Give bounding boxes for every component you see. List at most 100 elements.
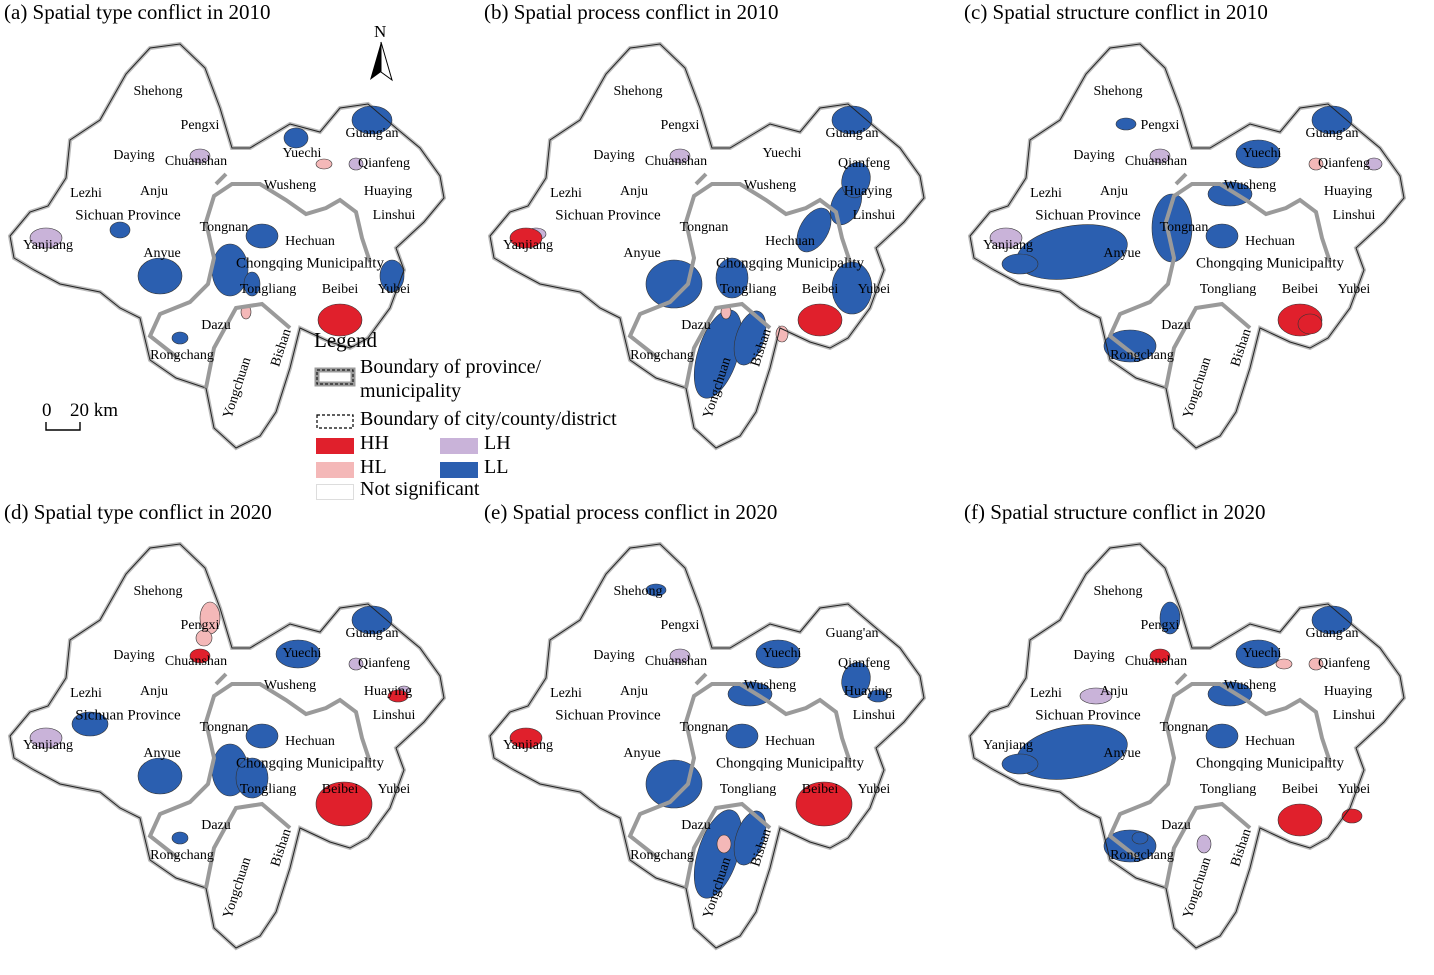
place-label-rongchang: Rongchang [150, 348, 214, 363]
place-label-wusheng: Wusheng [263, 178, 317, 193]
cluster-ll-yuechi [755, 639, 801, 669]
legend-title: Legend [314, 328, 377, 352]
place-label-anyue: Anyue [143, 246, 181, 261]
place-label-linshui: Linshui [1332, 708, 1376, 723]
study-area-edge [9, 543, 445, 949]
place-label-shehong: Shehong [613, 84, 663, 99]
legend-hh: HH [360, 432, 389, 454]
place-label-tongnan: Tongnan [679, 720, 729, 735]
study-area-edge [489, 43, 925, 449]
cluster-ll-anyue_s [645, 259, 703, 309]
cluster-ll-yanjiang_s [1001, 753, 1039, 775]
place-label-linshui: Linshui [852, 708, 896, 723]
cluster-lh-qianfeng_e [1365, 157, 1383, 171]
cluster-hh-yanjiang [509, 227, 543, 249]
north-arrow: N [366, 22, 396, 82]
place-label-guangan: Guang'an [825, 126, 879, 141]
place-label-lezhi: Lezhi [1030, 686, 1062, 701]
place-label-pengxi: Pengxi [180, 618, 220, 633]
map-panel-f: (f) Spatial structure conflict in 2020 Sh… [960, 500, 1434, 975]
place-label-dazu: Dazu [1161, 318, 1191, 333]
cluster-lh-chuanshan [669, 648, 691, 664]
place-label-linshui: Linshui [852, 208, 896, 223]
cluster-ll-anyue [137, 257, 183, 295]
cluster-ll-anyue [137, 757, 183, 795]
place-label-yanjiang: Yanjiang [503, 738, 553, 753]
place-label-rongchang: Rongchang [1110, 348, 1174, 363]
place-label-wusheng: Wusheng [1223, 178, 1277, 193]
place-label-anyue: Anyue [623, 246, 661, 261]
legend-not-significant: Not significant [360, 478, 480, 500]
hh-swatch [316, 438, 354, 454]
cluster-ll-pengxi_w [1115, 117, 1137, 131]
place-label-dazu: Dazu [1161, 818, 1191, 833]
lh-swatch [440, 438, 478, 454]
cluster-hl-qianfeng [1308, 657, 1324, 671]
place-label-guangan: Guang'an [1305, 126, 1359, 141]
place-label-sichuan: Sichuan Province [555, 207, 661, 224]
cluster-ll-guangan [1311, 105, 1353, 135]
place-label-anyue: Anyue [143, 746, 181, 761]
place-label-linshui: Linshui [1332, 208, 1376, 223]
legend-ll: LL [484, 456, 509, 478]
place-label-chuanshan: Chuanshan [644, 154, 708, 169]
place-label-huaying: Huaying [843, 684, 893, 699]
place-label-hechuan: Hechuan [1245, 734, 1295, 749]
cluster-hh-chuanshan [189, 648, 211, 664]
cluster-hh-beibei_big [795, 781, 853, 827]
cluster-hh-chuanshan [1149, 648, 1171, 664]
place-label-pengxi: Pengxi [660, 118, 700, 133]
place-label-chuanshan: Chuanshan [164, 154, 228, 169]
cluster-hh-beibei_s [1297, 313, 1323, 335]
map-panel-e: (e) Spatial process conflict in 2020 Sheh… [480, 500, 958, 975]
cluster-hl-yuechi_e [315, 158, 333, 170]
cluster-ll-dazu [1131, 831, 1149, 845]
place-label-yubei: Yubei [1337, 782, 1371, 797]
map-panel-d: (d) Spatial type conflict in 2020 Shehong… [0, 500, 478, 975]
cluster-ll-hechuan [1205, 223, 1239, 249]
place-label-yuechi: Yuechi [1242, 646, 1282, 661]
cluster-ll-wusheng [1207, 181, 1253, 207]
place-label-chongqing: Chongqing Municipality [1196, 755, 1344, 772]
place-label-sichuan: Sichuan Province [1035, 707, 1141, 724]
cluster-hh-beibei_big [315, 781, 373, 827]
place-label-chongqing: Chongqing Municipality [1196, 255, 1344, 272]
map-svg-e [487, 541, 927, 951]
place-label-chuanshan: Chuanshan [644, 654, 708, 669]
place-label-lezhi: Lezhi [1030, 186, 1062, 201]
place-label-shehong: Shehong [133, 584, 183, 599]
place-label-wusheng: Wusheng [743, 178, 797, 193]
place-label-anju: Anju [1100, 684, 1128, 699]
province-boundary [147, 672, 372, 889]
place-label-chongqing: Chongqing Municipality [716, 755, 864, 772]
cluster-lh-qianfeng [348, 157, 364, 171]
place-label-guangan: Guang'an [825, 626, 879, 641]
place-label-daying: Daying [1073, 148, 1115, 163]
place-label-tongliang: Tongliang [239, 282, 297, 297]
place-label-linshui: Linshui [372, 708, 416, 723]
cluster-lh-yongchuan_n [1196, 834, 1212, 854]
cluster-ll-linshui [867, 689, 889, 703]
place-label-tongliang: Tongliang [1199, 282, 1257, 297]
place-label-yuechi: Yuechi [1242, 146, 1282, 161]
map-svg-b [487, 41, 927, 451]
cluster-hh-linshui [387, 689, 409, 703]
place-label-yuechi: Yuechi [762, 646, 802, 661]
study-area-edge [489, 543, 925, 949]
place-label-wusheng: Wusheng [743, 678, 797, 693]
place-label-qianfeng: Qianfeng [357, 156, 411, 171]
cluster-ll-guangan [351, 105, 393, 135]
place-label-lezhi: Lezhi [70, 186, 102, 201]
legend-province-boundary: Boundary of province/ [360, 356, 542, 378]
cluster-ll-huaying [841, 161, 871, 199]
place-label-tongnan: Tongnan [199, 720, 249, 735]
cluster-lh-chuanshan [189, 148, 211, 164]
cluster-ll-yuechi [275, 639, 321, 669]
map-svg-c [967, 41, 1407, 451]
place-label-anyue: Anyue [1103, 246, 1141, 261]
place-label-tongliang: Tongliang [719, 282, 777, 297]
study-area-edge [969, 43, 1405, 449]
legend-lh: LH [484, 432, 511, 454]
place-label-dazu: Dazu [201, 818, 231, 833]
place-label-yuechi: Yuechi [282, 146, 322, 161]
